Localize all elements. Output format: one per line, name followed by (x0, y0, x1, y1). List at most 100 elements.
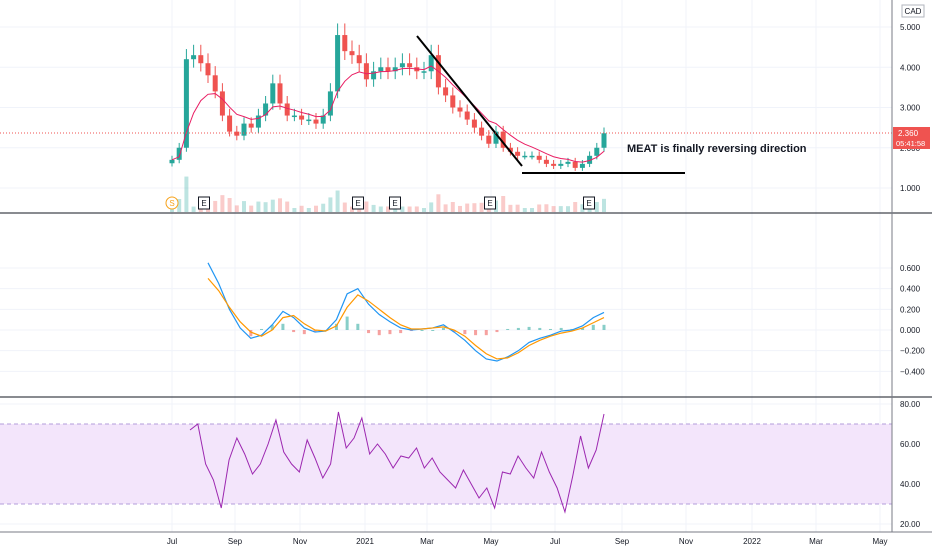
macd-histogram-bar (249, 330, 253, 337)
volume-bar (501, 196, 506, 212)
candle-body (385, 67, 391, 72)
y-tick-label: 20.00 (900, 520, 921, 529)
candle-body (263, 103, 269, 116)
currency-badge[interactable] (901, 4, 925, 18)
macd-histogram-bar (313, 330, 317, 333)
macd-histogram-bar (474, 330, 478, 336)
volume-bar (472, 203, 477, 212)
split-marker[interactable] (165, 196, 179, 210)
time-tick-label: Sep (615, 537, 630, 546)
y-tick-label: −0.200 (900, 347, 925, 356)
downtrend-line (416, 35, 523, 167)
volume-bar (594, 202, 599, 212)
candle-body (205, 63, 211, 76)
candle-body (536, 155, 542, 160)
candle-body (176, 147, 182, 160)
volume-bar (213, 200, 218, 212)
macd-histogram-bar (292, 330, 296, 333)
candle-body (551, 163, 557, 166)
candle-body (356, 55, 362, 64)
split-marker-label: S (169, 199, 174, 208)
candle-body (579, 163, 585, 168)
macd-line (207, 262, 605, 362)
volume-bar (479, 202, 484, 212)
macd-histogram-bar (527, 326, 531, 330)
volume-bar (465, 203, 470, 212)
macd-histogram-bar (495, 330, 499, 333)
candle-body (227, 115, 233, 132)
volume-bar (299, 205, 304, 212)
volume-bar (306, 208, 311, 212)
volume-bar (537, 204, 542, 212)
volume-bar (371, 204, 376, 212)
candle-body (450, 95, 456, 108)
macd-histogram-bar (356, 323, 360, 330)
candle-body (371, 71, 377, 80)
candle-body (565, 161, 571, 164)
macd-histogram-bar (484, 330, 488, 336)
candle-body (270, 83, 276, 104)
macd-histogram-bar (388, 330, 392, 335)
macd-histogram-bar (591, 324, 595, 330)
candle-body (572, 161, 578, 168)
y-tick-label: 1.000 (900, 184, 921, 193)
volume-bar (321, 203, 326, 212)
volume-bar (551, 206, 556, 212)
earnings-marker[interactable] (583, 196, 595, 210)
volume-bar (278, 198, 282, 212)
volume-bar (263, 202, 268, 212)
candle-body (464, 111, 470, 120)
time-tick-label: Jul (167, 537, 177, 546)
macd-histogram-bar (302, 330, 306, 335)
volume-bar (220, 195, 225, 212)
volume-bar (602, 198, 606, 212)
volume-bar (443, 204, 448, 212)
volume-bar (558, 206, 563, 212)
candle-body (327, 91, 333, 116)
candle-body (594, 147, 600, 156)
macd-histogram-bar (377, 330, 381, 336)
volume-bar (328, 197, 333, 212)
volume-bar (364, 201, 369, 212)
candle-body (284, 103, 290, 116)
rsi-band (0, 424, 892, 504)
candle-body (335, 35, 341, 92)
candle-body (522, 155, 528, 158)
macd-histogram-bar (441, 327, 445, 330)
volume-bar (522, 208, 527, 212)
time-tick-label: Nov (293, 537, 307, 546)
time-axis-ticks[interactable]: Jul Sep Nov 2021 Mar May Jul Sep Nov 2022 Mar May (167, 537, 888, 546)
y-tick-label: 0.400 (900, 285, 921, 294)
candle-body (342, 35, 348, 52)
signal-line (207, 277, 605, 360)
candle-body (313, 119, 319, 124)
candle-body (471, 119, 477, 128)
volume-bar (378, 206, 383, 212)
volume-bar (573, 202, 578, 212)
candle-body (169, 159, 175, 164)
earnings-marker-label: E (201, 199, 206, 208)
candle-body (234, 131, 240, 136)
earnings-marker-label: E (487, 199, 492, 208)
earnings-marker-label: E (392, 199, 397, 208)
time-tick-label: Nov (679, 537, 693, 546)
volume-bar (566, 206, 570, 212)
volume-bar (270, 199, 275, 212)
candle-body (378, 67, 384, 72)
currency-label: CAD (905, 7, 922, 16)
earnings-marker[interactable] (484, 196, 496, 210)
volume-bar (314, 205, 318, 212)
volume-bar (177, 199, 182, 212)
candle-body (349, 51, 355, 56)
candle-body (428, 55, 434, 72)
earnings-marker[interactable] (389, 196, 401, 210)
time-tick-label: 2021 (356, 537, 374, 546)
earnings-marker[interactable] (352, 196, 364, 210)
candle-body (248, 123, 254, 128)
earnings-marker[interactable] (198, 196, 210, 210)
macd-histogram-bar (538, 327, 542, 330)
candle-body (219, 91, 225, 116)
volume-bar (580, 204, 585, 212)
